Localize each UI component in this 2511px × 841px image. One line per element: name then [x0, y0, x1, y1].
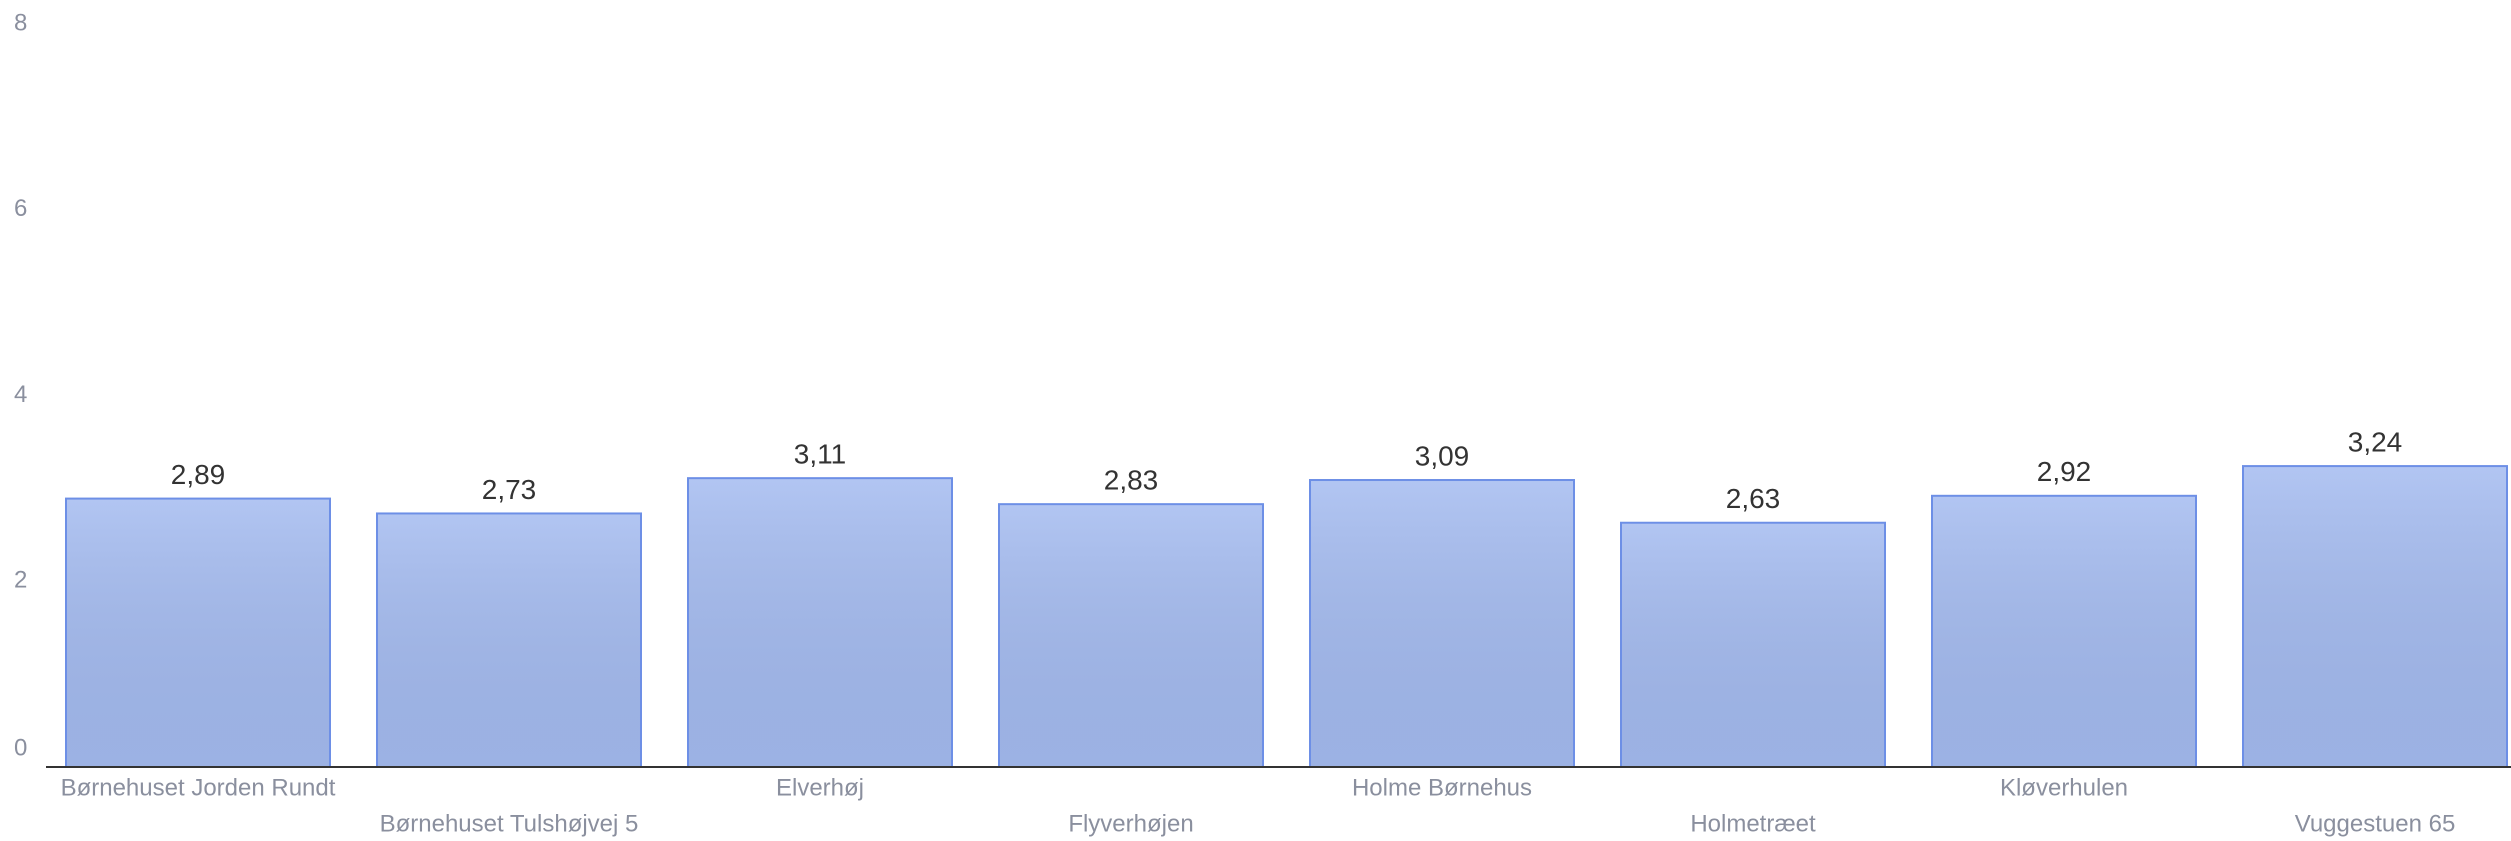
bar-shade: [1933, 496, 2195, 766]
y-tick-label: 6: [14, 195, 27, 222]
y-tick-label: 0: [14, 734, 27, 761]
value-label: 2,83: [1104, 465, 1159, 496]
x-tick-label: Elverhøj: [776, 774, 864, 801]
value-label: 2,73: [482, 474, 537, 505]
x-tick-label: Børnehuset Tulshøjvej 5: [380, 810, 639, 837]
x-tick-label: Holme Børnehus: [1352, 774, 1532, 801]
bar-shade: [67, 499, 329, 766]
x-tick-label: Børnehuset Jorden Rundt: [61, 774, 336, 801]
bar-shade: [1622, 523, 1884, 766]
x-tick-label: Holmetræet: [1690, 810, 1816, 837]
value-label: 3,11: [794, 439, 846, 470]
x-tick-label: Flyverhøjen: [1068, 810, 1193, 837]
value-label: 3,09: [1415, 440, 1470, 471]
value-label: 2,92: [2037, 456, 2092, 487]
y-tick-label: 2: [14, 567, 27, 594]
bar-shade: [1311, 481, 1573, 766]
y-tick-label: 8: [14, 9, 27, 36]
y-tick-label: 4: [14, 381, 27, 408]
value-label: 3,24: [2348, 426, 2403, 457]
value-label: 2,89: [171, 459, 226, 490]
x-tick-label: Kløverhulen: [2000, 774, 2128, 801]
bar-shade: [378, 514, 640, 766]
x-tick-label: Vuggestuen 65: [2295, 810, 2456, 837]
bar-shade: [1000, 505, 1262, 766]
value-label: 2,63: [1726, 483, 1781, 514]
bar-shade: [2244, 467, 2506, 766]
bar-shade: [689, 479, 951, 766]
